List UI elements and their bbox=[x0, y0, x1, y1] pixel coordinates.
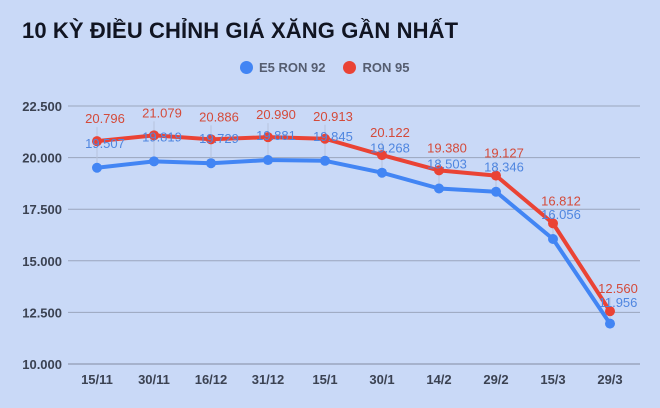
y-axis: 10.000 12.500 15.000 17.500 20.000 22.500 bbox=[22, 99, 62, 372]
data-point bbox=[320, 155, 330, 166]
data-point bbox=[263, 155, 273, 166]
y-tick-label: 12.500 bbox=[22, 305, 62, 320]
data-point bbox=[320, 133, 330, 144]
x-tick-label: 31/12 bbox=[252, 372, 285, 387]
data-point bbox=[491, 170, 501, 181]
chart-title: 10 KỲ ĐIỀU CHỈNH GIÁ XĂNG GẦN NHẤT bbox=[22, 18, 459, 43]
data-point bbox=[377, 167, 387, 178]
x-tick-label: 15/1 bbox=[312, 372, 337, 387]
data-point bbox=[92, 162, 102, 173]
data-point bbox=[434, 183, 444, 194]
data-label-ron-95: 20.913 bbox=[313, 109, 353, 124]
data-label-e5-ron-92: 19.729 bbox=[199, 131, 239, 146]
legend-swatch-red-icon bbox=[343, 61, 357, 74]
data-label-e5-ron-92: 19.268 bbox=[370, 141, 410, 156]
data-label-e5-ron-92: 18.346 bbox=[484, 160, 524, 175]
data-label-ron-95: 20.796 bbox=[85, 111, 125, 126]
chart-legend: E5 RON 92 RON 95 bbox=[240, 60, 421, 75]
data-label-ron-95: 20.990 bbox=[256, 107, 296, 122]
x-axis: 15/11 30/11 16/12 31/12 15/1 30/1 14/2 29/2 15/3… bbox=[81, 372, 623, 387]
data-label-ron-95: 20.886 bbox=[199, 109, 239, 124]
data-labels: 20.796 21.079 20.886 20.990 20.913 20.122 19.3… bbox=[85, 105, 638, 310]
series-line-ron-95 bbox=[96, 133, 612, 313]
x-tick-label: 14/2 bbox=[426, 372, 451, 387]
x-tick-label: 30/11 bbox=[138, 372, 170, 387]
legend-item-e5-ron-92: E5 RON 92 bbox=[240, 60, 325, 75]
data-label-e5-ron-92: 19.819 bbox=[142, 129, 182, 144]
data-label-ron-95: 16.812 bbox=[541, 193, 581, 208]
data-label-e5-ron-92: 18.503 bbox=[427, 156, 467, 171]
data-label-ron-95: 12.560 bbox=[598, 281, 638, 296]
x-tick-label: 30/1 bbox=[369, 372, 394, 387]
y-tick-label: 20.000 bbox=[22, 151, 62, 166]
data-point bbox=[92, 136, 102, 147]
y-tick-label: 17.500 bbox=[22, 202, 62, 217]
data-point bbox=[149, 156, 159, 167]
data-label-ron-95: 19.380 bbox=[427, 140, 467, 155]
data-point bbox=[206, 158, 216, 169]
gridlines bbox=[68, 105, 640, 365]
y-tick-label: 15.000 bbox=[22, 254, 62, 269]
data-point bbox=[548, 218, 558, 229]
data-label-e5-ron-92: 11.956 bbox=[599, 295, 638, 310]
x-tick-label: 15/11 bbox=[81, 372, 113, 387]
data-point bbox=[491, 186, 501, 197]
x-tick-label: 15/3 bbox=[540, 372, 565, 387]
data-point bbox=[206, 134, 216, 145]
legend-item-ron-95: RON 95 bbox=[343, 60, 409, 75]
data-point bbox=[548, 234, 558, 245]
series-line-e5-ron-92 bbox=[96, 158, 612, 325]
data-label-e5-ron-92: 19.845 bbox=[313, 129, 353, 144]
data-label-ron-95: 20.122 bbox=[370, 125, 410, 140]
data-series bbox=[92, 130, 615, 329]
legend-swatch-blue-icon bbox=[240, 61, 253, 74]
data-point bbox=[377, 150, 387, 161]
data-label-ron-95: 21.079 bbox=[142, 105, 182, 120]
data-label-e5-ron-92: 19.507 bbox=[85, 136, 125, 151]
data-label-e5-ron-92: 16.056 bbox=[541, 207, 581, 222]
x-tick-label: 29/2 bbox=[483, 372, 508, 387]
data-point bbox=[434, 165, 444, 176]
legend-label: RON 95 bbox=[362, 60, 410, 75]
legend-label: E5 RON 92 bbox=[259, 60, 326, 75]
data-point bbox=[149, 130, 159, 141]
x-tick-label: 16/12 bbox=[195, 372, 228, 387]
data-label-e5-ron-92: 19.881 bbox=[256, 128, 296, 143]
y-tick-label: 10.000 bbox=[22, 357, 62, 372]
y-tick-label: 22.500 bbox=[22, 99, 62, 114]
data-label-ron-95: 19.127 bbox=[484, 146, 524, 161]
x-tick-label: 29/3 bbox=[597, 372, 622, 387]
data-point bbox=[263, 132, 273, 143]
data-point bbox=[605, 318, 615, 329]
data-point bbox=[605, 306, 615, 317]
